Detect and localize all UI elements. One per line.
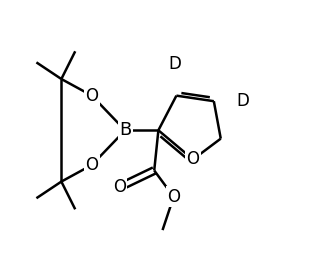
Text: O: O: [167, 188, 180, 206]
Text: D: D: [236, 92, 249, 110]
Text: D: D: [169, 55, 181, 73]
Text: O: O: [85, 87, 98, 105]
Text: B: B: [119, 121, 131, 139]
Text: O: O: [85, 156, 98, 174]
Text: O: O: [113, 178, 126, 196]
Text: O: O: [187, 150, 199, 168]
